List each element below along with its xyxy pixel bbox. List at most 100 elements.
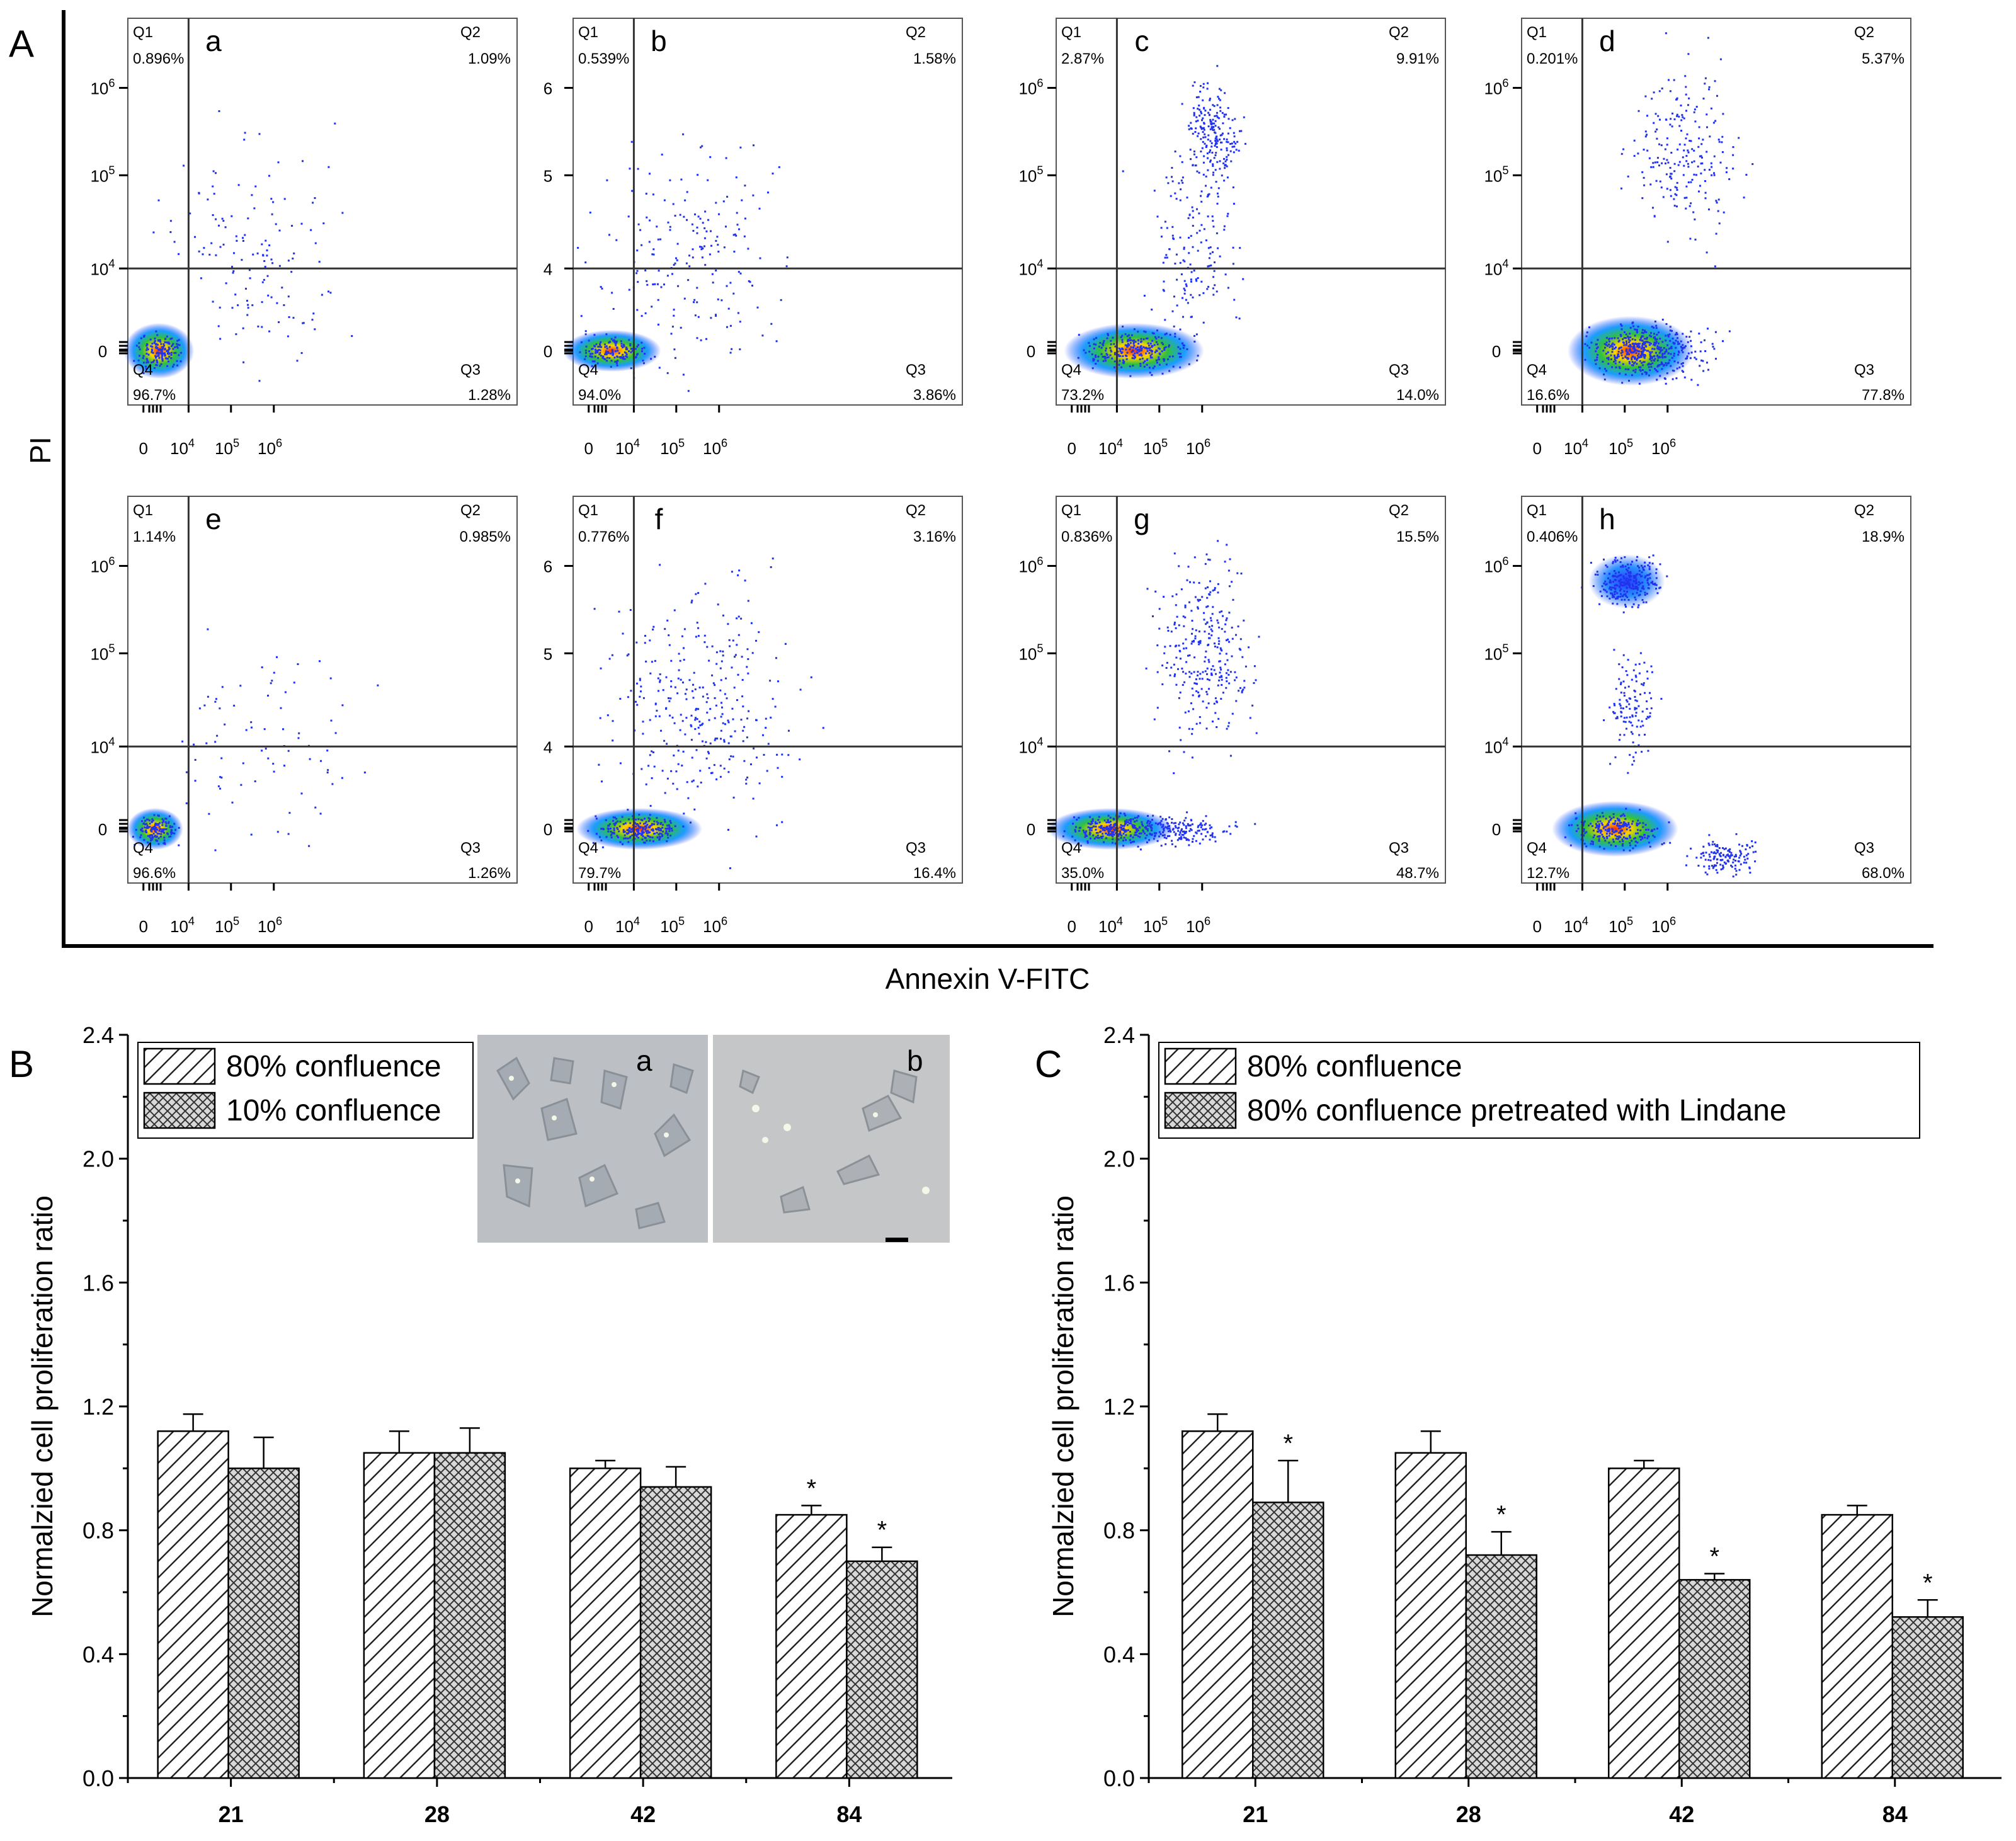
quadrant-value-q4: 96.6% xyxy=(133,865,176,882)
y-tick-label: 0.0 xyxy=(83,1765,114,1791)
bar xyxy=(227,1468,300,1779)
plot-letter: a xyxy=(205,25,222,57)
y-tick-label: 105 xyxy=(90,642,115,664)
quadrant-name-q2: Q2 xyxy=(1389,24,1409,41)
legend-label: 80% confluence xyxy=(226,1050,441,1083)
y-tick-label: 0 xyxy=(544,342,552,361)
x-tick-label: 105 xyxy=(1609,436,1633,458)
quadrant-value-q4: 73.2% xyxy=(1061,387,1104,404)
x-tick-label: 21 xyxy=(1243,1801,1268,1827)
panel-a-y-label: PI xyxy=(24,436,57,464)
x-tick-label: 104 xyxy=(1564,436,1588,458)
quadrant-name-q4: Q4 xyxy=(133,362,153,379)
flow-plot-frame xyxy=(127,18,518,406)
plot-letter: h xyxy=(1599,503,1615,535)
quadrant-name-q3: Q3 xyxy=(1854,362,1874,379)
x-tick-label: 0 xyxy=(1532,917,1541,936)
x-tick-label: 105 xyxy=(1609,915,1633,936)
significance-marker: * xyxy=(1923,1569,1933,1597)
quadrant-name-q1: Q1 xyxy=(133,24,153,41)
quadrant-value-q3: 48.7% xyxy=(1396,865,1439,882)
x-tick-label: 104 xyxy=(1098,915,1123,936)
x-tick-label: 105 xyxy=(1143,436,1168,458)
x-tick-label: 106 xyxy=(703,436,727,458)
x-tick-label: 105 xyxy=(1143,915,1168,936)
y-tick-label: 106 xyxy=(1484,555,1508,576)
event-dots xyxy=(587,814,692,848)
x-tick-label: 42 xyxy=(1669,1801,1694,1827)
y-tick-label: 0 xyxy=(1492,820,1501,839)
quadrant-name-q4: Q4 xyxy=(1527,840,1547,857)
y-tick-label: 104 xyxy=(1018,258,1043,279)
x-tick-label: 106 xyxy=(703,915,727,936)
x-tick-label: 104 xyxy=(615,436,640,458)
x-tick-label: 21 xyxy=(219,1801,244,1827)
bar xyxy=(1252,1502,1324,1779)
quadrant-value-q3: 1.28% xyxy=(468,387,511,404)
plot-letter: c xyxy=(1134,25,1149,57)
plot-letter: e xyxy=(205,503,222,535)
plot-letter: f xyxy=(655,503,663,535)
flow-plot-g: Q1 0.836% Q2 15.5% Q4 35.0% Q3 48.7% g 0 104 105 106… xyxy=(1018,496,1446,936)
y-tick-label: 0.0 xyxy=(1103,1765,1135,1791)
quadrant-value-q2: 18.9% xyxy=(1862,528,1905,545)
legend-label: 10% confluence xyxy=(226,1094,441,1127)
bar xyxy=(1821,1513,1893,1779)
x-tick-label: 104 xyxy=(1564,915,1588,936)
inset-label-b: b xyxy=(907,1044,923,1077)
plot-letter: d xyxy=(1599,25,1615,57)
event-dots xyxy=(579,330,652,370)
flow-plot-c: Q1 2.87% Q2 9.91% Q4 73.2% Q3 14.0% c 0 104 105 106 0… xyxy=(1018,18,1446,458)
quadrant-name-q4: Q4 xyxy=(133,840,153,857)
quadrant-name-q2: Q2 xyxy=(460,24,481,41)
quadrant-value-q1: 0.406% xyxy=(1527,528,1578,545)
x-tick-label: 0 xyxy=(139,439,147,458)
significance-marker: * xyxy=(807,1474,817,1502)
flow-plot-e: Q1 1.14% Q2 0.985% Q4 96.6% Q3 1.26% e 0 104 105 106… xyxy=(90,496,518,936)
legend-swatch xyxy=(143,1047,216,1085)
quadrant-value-q3: 1.26% xyxy=(468,865,511,882)
quadrant-value-q2: 1.58% xyxy=(913,50,956,67)
quadrant-value-q1: 0.836% xyxy=(1061,528,1112,545)
quadrant-value-q4: 16.6% xyxy=(1527,387,1569,404)
quadrant-value-q1: 0.539% xyxy=(578,50,629,67)
bar xyxy=(569,1468,642,1779)
x-tick-label: 104 xyxy=(1098,436,1123,458)
y-tick-label: 106 xyxy=(90,77,115,98)
event-dots xyxy=(1581,554,1668,613)
bar xyxy=(157,1430,229,1779)
density-blob xyxy=(576,807,703,850)
x-tick-label: 106 xyxy=(258,915,282,936)
scale-bar xyxy=(886,1238,908,1242)
flow-plot-b: Q1 0.539% Q2 1.58% Q4 94.0% Q3 3.86% b 0 4 5 6 0 104 10… xyxy=(544,18,963,458)
legend-swatch xyxy=(143,1091,216,1129)
x-tick-label: 0 xyxy=(584,439,593,458)
quadrant-name-q3: Q3 xyxy=(460,840,481,857)
y-tick-label: 1.6 xyxy=(1103,1270,1135,1296)
y-tick-label: 105 xyxy=(1484,642,1508,664)
y-axis-label: Normalzied cell proliferation ratio xyxy=(26,1195,59,1617)
y-axis-label: Normalzied cell proliferation ratio xyxy=(1047,1195,1079,1617)
quadrant-name-q1: Q1 xyxy=(1061,24,1081,41)
quadrant-name-q3: Q3 xyxy=(1854,840,1874,857)
quadrant-name-q4: Q4 xyxy=(578,362,598,379)
bar xyxy=(1465,1554,1537,1779)
y-tick-label: 106 xyxy=(1484,77,1508,98)
y-tick-label: 6 xyxy=(544,79,552,98)
y-tick-label: 0 xyxy=(98,342,107,361)
y-tick-label: 2.0 xyxy=(83,1146,114,1172)
quadrant-value-q4: 94.0% xyxy=(578,387,621,404)
x-tick-label: 0 xyxy=(1067,439,1076,458)
quadrant-value-q1: 0.201% xyxy=(1527,50,1578,67)
x-tick-label: 106 xyxy=(258,436,282,458)
x-tick-label: 28 xyxy=(1456,1801,1481,1827)
x-tick-label: 0 xyxy=(1067,917,1076,936)
plot-letter: g xyxy=(1134,503,1150,535)
y-tick-label: 0 xyxy=(1027,820,1035,839)
y-tick-label: 6 xyxy=(544,557,552,576)
inset-label-a: a xyxy=(636,1044,652,1077)
x-tick-label: 42 xyxy=(630,1801,656,1827)
y-tick-label: 104 xyxy=(90,258,115,279)
bar-chart-b: 0.0 0.4 0.8 1.2 1.6 2.0 2.4 Normalzied cell pro… xyxy=(26,1022,952,1827)
legend-label: 80% confluence xyxy=(1247,1050,1462,1083)
